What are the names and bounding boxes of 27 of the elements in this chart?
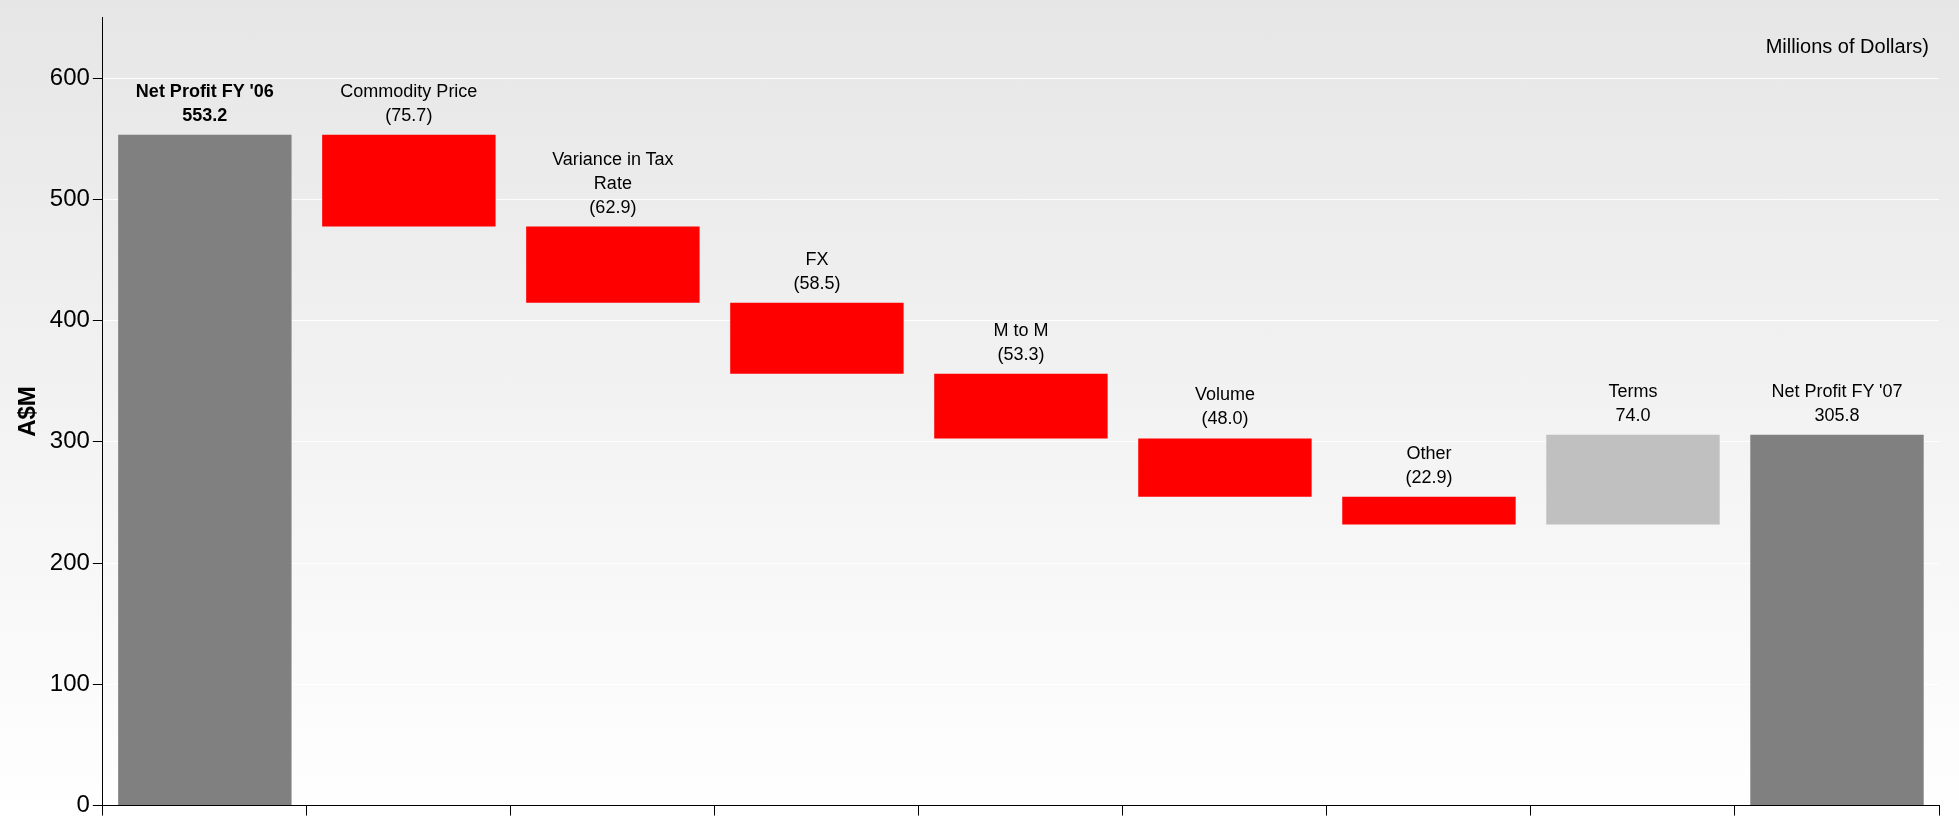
x-tick-label: Net Profit FY '06 [135, 80, 274, 101]
x-tick-label: Variance in Tax Rate [552, 148, 674, 193]
data-label: (58.5) [793, 272, 841, 293]
y-tick-label: 300 [49, 426, 90, 454]
y-tick-label: 200 [49, 547, 90, 575]
data-label: (75.7) [385, 104, 433, 125]
x-tick-label: Net Profit FY '07 [1771, 380, 1903, 401]
data-label: (53.3) [997, 343, 1045, 364]
y-axis-title: A$M [13, 386, 41, 437]
x-tick-label: Other [1406, 442, 1452, 463]
x-tick-label: Terms [1608, 380, 1658, 401]
x-tick-label: Commodity Price [340, 80, 478, 101]
x-tick-label: FX [805, 248, 829, 269]
y-tick-label: 0 [76, 790, 90, 818]
y-tick-label: 500 [49, 183, 90, 211]
y-tick-label: 400 [49, 305, 90, 333]
annotation: Millions of Dollars) [1765, 34, 1929, 57]
data-label: (62.9) [589, 196, 637, 217]
data-label: 305.8 [1814, 404, 1860, 425]
data-label: 553.2 [182, 104, 228, 125]
data-label: (22.9) [1405, 466, 1453, 487]
y-tick-label: 100 [49, 668, 90, 696]
data-label: 74.0 [1615, 404, 1651, 425]
x-tick-label: M to M [993, 319, 1049, 340]
x-tick-label: Volume [1194, 384, 1255, 405]
data-label: (48.0) [1201, 408, 1249, 429]
y-tick-label: 600 [49, 62, 90, 90]
